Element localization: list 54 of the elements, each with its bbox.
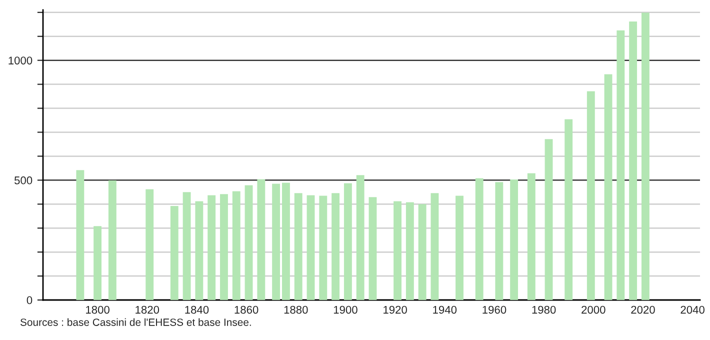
x-tick-label: 1880 [284,306,308,314]
bar [257,179,266,300]
bar [272,184,280,300]
bar [616,30,625,300]
bar [244,185,253,300]
x-tick-label: 1920 [384,306,407,314]
x-tick-label: 1800 [86,306,110,314]
y-tick-label: 1000 [8,56,32,64]
x-tick-label: 1860 [234,306,258,314]
bar [564,119,573,300]
bar [282,182,290,300]
bar [319,196,328,300]
x-tick-label: 2000 [582,306,606,314]
x-tick-label: 1900 [334,306,358,314]
bar [527,173,536,300]
bar [475,178,484,300]
y-tick-label: 0 [26,296,32,304]
bar [604,74,612,300]
bar [294,193,302,300]
bar [232,191,240,300]
bar [146,189,154,300]
bar [641,12,650,300]
bar [418,204,426,300]
bar [332,193,340,300]
bar [108,180,116,300]
bar [544,139,553,300]
x-tick-label: 2020 [631,306,655,314]
bar [76,170,84,300]
bar [195,201,204,300]
source-note: Sources : base Cassini de l'EHESS et base Insee. [20,318,251,326]
x-tick-label: 1960 [482,306,506,314]
bar [456,196,464,300]
x-tick-label: 1940 [433,306,457,314]
bar [208,195,216,300]
bar [394,201,402,300]
bar [629,22,638,300]
x-tick-label: 1820 [136,306,160,314]
bar [406,202,414,300]
x-tick-label: 1980 [532,306,556,314]
bar [356,175,364,300]
bar [586,91,595,300]
bar [344,183,352,300]
bar [495,182,504,300]
x-tick-label: 1840 [185,306,209,314]
bar [430,193,439,300]
bar [170,206,178,300]
bar [510,179,518,300]
bar [368,197,377,300]
bar [306,195,315,300]
bar [182,192,191,300]
x-tick-label: 2040 [680,306,704,314]
bar [220,194,228,300]
y-tick-label: 500 [14,176,32,184]
bar [94,226,102,300]
